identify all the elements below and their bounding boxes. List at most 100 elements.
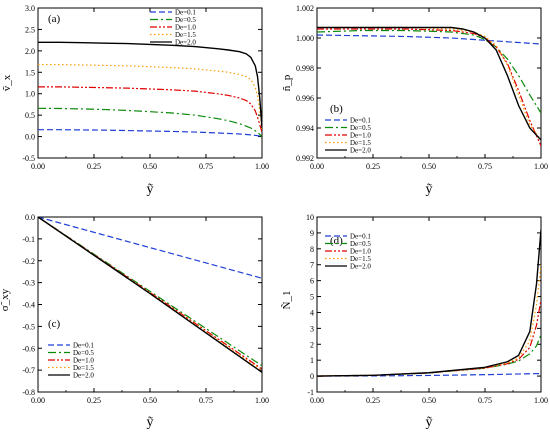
x-tick-label: 0.25	[87, 396, 101, 405]
y-tick-label: 2.5	[25, 25, 35, 34]
panel-label: (b)	[330, 103, 343, 115]
x-tick-label: 1.00	[255, 162, 269, 171]
y-axis-title: ṽ_x	[1, 74, 13, 91]
y-tick-label: 1	[310, 356, 314, 365]
legend-label: De=1.0	[175, 24, 196, 32]
legend-label: De=2.0	[350, 263, 371, 271]
y-tick-label: 0.0	[25, 133, 35, 142]
x-tick-label: 0.50	[143, 396, 157, 405]
y-tick-label: 4	[310, 308, 314, 317]
x-tick-label: 0.50	[422, 162, 436, 171]
legend-label: De=2.0	[175, 39, 196, 47]
x-tick-label: 0.25	[87, 162, 101, 171]
series-line-de-2-0	[317, 26, 541, 141]
legend-label: De=1.5	[350, 139, 371, 147]
y-tick-label: 9	[310, 229, 314, 238]
x-tick-label: 0.75	[199, 162, 213, 171]
y-tick-label: 3	[310, 324, 314, 333]
series-line-de-0-5	[317, 334, 541, 377]
series-line-de-2-0	[38, 41, 262, 129]
legend-label: De=1.0	[350, 132, 371, 140]
x-tick-label: 0.75	[478, 162, 492, 171]
y-tick-label: 1.000	[296, 34, 314, 43]
series-line-de-1-5	[317, 26, 541, 141]
legend-label: De=0.1	[350, 117, 371, 125]
legend-label: De=1.0	[73, 357, 94, 365]
y-tick-label: -0.4	[22, 301, 35, 310]
x-tick-label: 0.00	[310, 162, 324, 171]
y-tick-label: 0.998	[296, 64, 314, 73]
x-tick-label: 0.50	[143, 162, 157, 171]
y-tick-label: -0.1	[22, 235, 35, 244]
x-axis-title: ỹ	[426, 415, 433, 430]
y-tick-label: -0.7	[22, 366, 35, 375]
y-axis-title: Ñ_1	[281, 291, 293, 310]
panel-label: (a)	[48, 13, 61, 25]
y-tick-label: 0.5	[25, 111, 35, 120]
x-tick-label: 1.00	[255, 396, 269, 405]
x-tick-label: 0.25	[366, 396, 380, 405]
plot-frame	[37, 216, 263, 393]
y-tick-label: 0.994	[296, 124, 314, 133]
series-line-de-0-1	[317, 34, 541, 45]
y-tick-label: -0.6	[22, 344, 35, 353]
y-tick-label: -0.5	[22, 154, 35, 163]
x-tick-label: 0.50	[422, 396, 436, 405]
legend-label: De=0.5	[350, 240, 371, 248]
series-line-de-1-0	[38, 86, 262, 133]
y-tick-label: 5	[310, 293, 314, 302]
series-line-de-2-0	[317, 229, 541, 377]
series-line-de-1-5	[38, 63, 262, 131]
y-tick-label: 10	[306, 213, 314, 222]
series-line-de-1-0	[317, 28, 541, 147]
y-tick-label: 3.0	[25, 4, 35, 13]
series-line-de-1-0	[317, 299, 541, 377]
legend-label: De=0.1	[175, 9, 196, 17]
panel-d: 0.00 0.25 0.50 0.75 1.00 -1 0 1 2 3 4 5 6 7 8 9 10 (d) De=…	[281, 213, 548, 430]
legend-label: De=1.5	[73, 364, 94, 372]
y-tick-label: -0.5	[22, 322, 35, 331]
legend-label: De=1.5	[350, 255, 371, 263]
y-tick-label: 8	[310, 245, 314, 254]
y-tick-label: 0.0	[25, 213, 35, 222]
y-tick-label: -0.2	[22, 257, 35, 266]
x-tick-label: 1.00	[534, 162, 548, 171]
y-axis-title: σ̃_xy	[0, 288, 11, 311]
panel-label: (c)	[48, 318, 61, 330]
y-tick-label: 0	[310, 372, 314, 381]
y-tick-label: 2	[310, 340, 314, 349]
x-tick-label: 0.25	[366, 162, 380, 171]
y-tick-label: 1.5	[25, 68, 35, 77]
x-axis-title: ỹ	[147, 182, 154, 197]
x-axis-title: ỹ	[147, 415, 154, 430]
y-tick-label: 0.996	[296, 94, 314, 103]
series-line-de-0-1	[38, 217, 262, 279]
y-tick-label: 7	[310, 261, 314, 270]
y-tick-label: -0.8	[22, 388, 35, 397]
series-line-de-1-5	[317, 264, 541, 377]
legend-label: De=0.5	[73, 349, 94, 357]
panel-label: (d)	[330, 235, 343, 247]
series-line-de-2-0	[38, 217, 262, 373]
x-tick-label: 0.00	[31, 396, 45, 405]
legend-label: De=0.5	[350, 124, 371, 132]
y-tick-label: 6	[310, 277, 314, 286]
y-tick-label: 1.002	[296, 4, 314, 13]
x-tick-label: 0.00	[31, 162, 45, 171]
series-line-de-0-1	[38, 129, 262, 138]
series-line-de-0-5	[38, 107, 262, 138]
panel-c: 0.00 0.25 0.50 0.75 1.00 0.0 -0.1 -0.2 -0.3 -0.4 -…	[0, 213, 269, 430]
legend-label: De=0.1	[350, 233, 371, 241]
plot-frame	[37, 7, 263, 159]
y-tick-label: -1	[307, 388, 314, 397]
legend-label: De=1.0	[350, 248, 371, 256]
legend-label: De=2.0	[73, 372, 94, 380]
legend-label: De=0.1	[73, 342, 94, 350]
legend-label: De=2.0	[350, 147, 371, 155]
legend-label: De=0.5	[175, 16, 196, 24]
legend-label: De=1.5	[175, 31, 196, 39]
x-axis-title: ỹ	[426, 182, 433, 197]
panel-b: 0.00 0.25 0.50 0.75 1.00 0.992 0.994 0.996 0.998…	[281, 4, 548, 197]
series-line-de-1-0	[38, 217, 262, 370]
